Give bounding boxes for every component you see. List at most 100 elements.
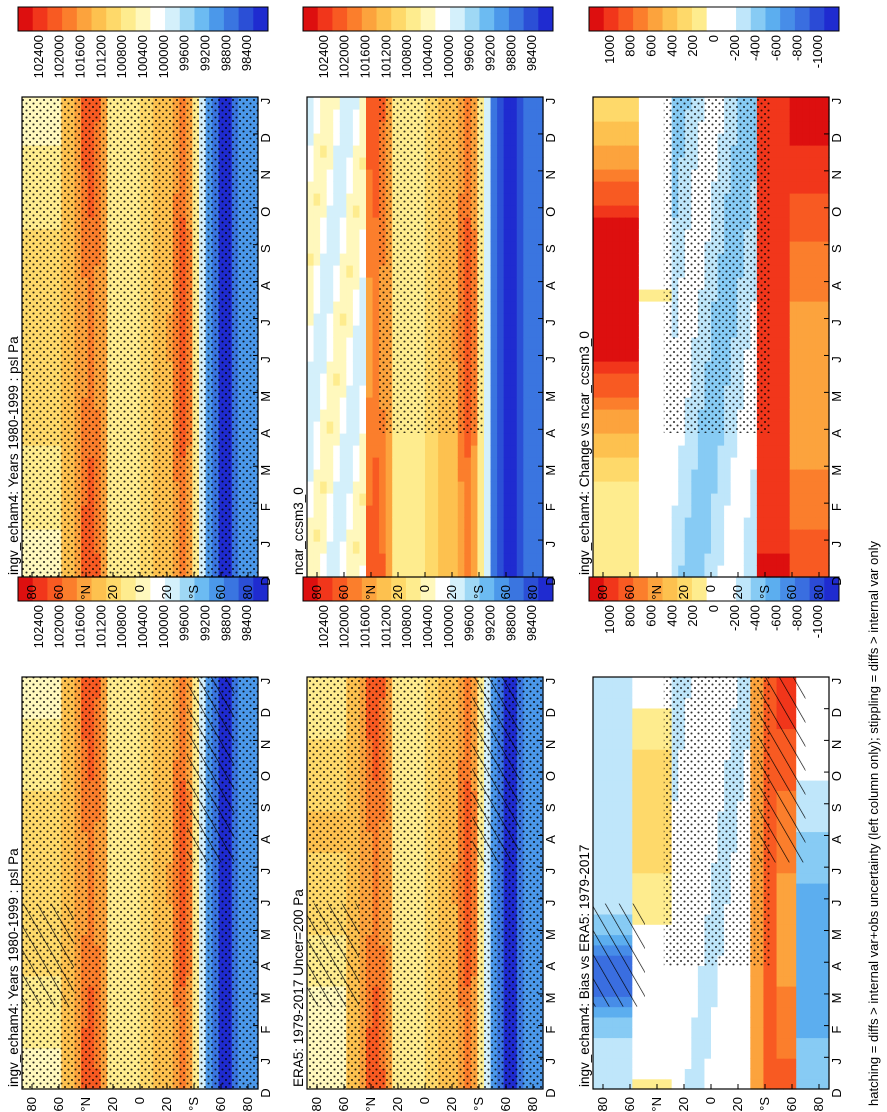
heatmap-cell xyxy=(333,277,341,290)
colorbar-swatch xyxy=(317,577,333,601)
colorbar-swatch xyxy=(32,577,48,601)
lat-tick-label: 80 xyxy=(24,585,39,599)
month-tick-label: M xyxy=(258,929,273,940)
heatmap-cell xyxy=(313,133,321,146)
heatmap-cell xyxy=(339,409,347,422)
lat-tick-label: 20 xyxy=(444,1097,459,1111)
heatmap-cell xyxy=(359,181,367,194)
heatmap-cell xyxy=(359,253,367,266)
colorbar-swatch xyxy=(120,7,137,31)
heatmap-cell xyxy=(326,457,334,470)
heatmap-cell xyxy=(346,157,354,170)
heatmap-cell xyxy=(346,313,354,326)
heatmap-cell xyxy=(372,433,380,446)
heatmap-cell xyxy=(366,565,374,578)
heatmap-cell xyxy=(307,541,315,554)
heatmap-cell xyxy=(307,517,315,530)
colorbar-swatch xyxy=(238,577,254,601)
heatmap-cell xyxy=(372,373,380,386)
heatmap-cell xyxy=(333,109,341,122)
colorbar-swatch xyxy=(18,577,34,601)
heatmap-cell xyxy=(333,157,341,170)
heatmap-cell xyxy=(307,349,315,362)
heatmap-cell xyxy=(326,157,334,170)
heatmap-cell xyxy=(352,193,361,206)
colorbar-label: 98800 xyxy=(503,605,518,641)
heatmap-cell xyxy=(307,133,315,146)
colorbar-label: 99600 xyxy=(177,35,192,71)
heatmap-cell xyxy=(372,313,380,326)
heatmap-cell xyxy=(339,169,347,182)
heatmap-cell xyxy=(359,481,367,494)
heatmap-cell xyxy=(320,349,328,362)
heatmap-cell xyxy=(339,277,347,290)
heatmap-cell xyxy=(366,265,374,278)
heatmap-cell xyxy=(333,481,341,494)
heatmap-cell xyxy=(326,277,334,290)
heatmap-cell xyxy=(326,553,334,566)
heatmap-cell xyxy=(326,349,334,362)
lat-tick-label: 0 xyxy=(417,1097,432,1104)
month-tick-label: N xyxy=(258,170,273,179)
heatmap-cell xyxy=(320,481,328,494)
heatmap-cell xyxy=(372,565,380,578)
heatmap-cell xyxy=(339,229,347,242)
colorbar-label: 101200 xyxy=(93,35,108,78)
heatmap-cell xyxy=(313,289,321,302)
heatmap-cell xyxy=(333,397,341,410)
heatmap-cell xyxy=(346,241,354,254)
colorbar-label: 102000 xyxy=(337,605,352,648)
month-tick-label: S xyxy=(543,803,558,812)
heatmap-cell xyxy=(366,217,374,230)
month-tick-label: D xyxy=(258,576,273,585)
heatmap-cell xyxy=(352,265,361,278)
heatmap-cell xyxy=(339,289,347,302)
month-tick-label: J xyxy=(258,868,273,875)
heatmap-cell xyxy=(372,397,380,410)
heatmap-cell xyxy=(333,349,341,362)
colorbar-swatch xyxy=(165,7,181,31)
heatmap-cell xyxy=(326,109,334,122)
heatmap-cell xyxy=(320,409,328,422)
heatmap-cell xyxy=(352,409,361,422)
colorbar-swatch xyxy=(150,577,166,601)
month-tick-label: M xyxy=(258,465,273,476)
heatmap-cell xyxy=(359,313,367,326)
heatmap-cell xyxy=(333,229,341,242)
heatmap-cell xyxy=(320,265,328,278)
heatmap-cell xyxy=(346,301,354,314)
heatmap-cell xyxy=(320,205,328,218)
month-tick-label: N xyxy=(258,740,273,749)
heatmap-cell xyxy=(339,349,347,362)
heatmap-cell xyxy=(372,445,380,458)
heatmap-cell xyxy=(320,301,328,314)
heatmap-cell xyxy=(313,313,321,326)
colorbar-swatch xyxy=(420,577,436,601)
colorbar-swatch xyxy=(150,7,166,31)
heatmap-cell xyxy=(313,457,321,470)
heatmap-cell xyxy=(307,325,315,338)
heatmap-cell xyxy=(352,505,361,518)
heatmap-cell xyxy=(333,493,341,506)
heatmap-cell xyxy=(339,421,347,434)
heatmap-cell xyxy=(352,361,361,374)
heatmap-cell xyxy=(346,289,354,302)
panel-title: ingv_echam4: Years 1980-1999 : psl Pa xyxy=(6,336,21,575)
heatmap-cell xyxy=(359,97,367,110)
heatmap-cell xyxy=(326,121,334,134)
heatmap-cell xyxy=(366,253,374,266)
month-tick-label: D xyxy=(258,1088,273,1097)
month-tick-label: J xyxy=(258,319,273,326)
month-tick-label: M xyxy=(543,929,558,940)
heatmap-cell xyxy=(307,97,315,110)
heatmap-cell xyxy=(359,169,367,182)
heatmap-cell xyxy=(320,493,328,506)
heatmap-cell xyxy=(313,265,321,278)
month-tick-label: J xyxy=(258,678,273,685)
heatmap-cell xyxy=(320,133,328,146)
heatmap-cell xyxy=(326,193,334,206)
heatmap-cell xyxy=(346,553,354,566)
heatmap-cell xyxy=(307,337,315,350)
heatmap-cell xyxy=(366,325,374,338)
heatmap-cell xyxy=(352,181,361,194)
